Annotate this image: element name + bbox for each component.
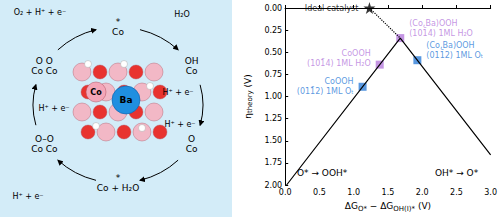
svg-text:O O: O O: [36, 56, 53, 66]
svg-text:OH* → O*: OH* → O*: [435, 168, 479, 178]
svg-text:2.00: 2.00: [264, 180, 283, 190]
svg-text:O: O: [188, 134, 195, 144]
svg-text:0.75: 0.75: [264, 70, 282, 79]
svg-text:Co: Co: [90, 88, 102, 97]
svg-text:1.50: 1.50: [264, 136, 282, 145]
svg-text:(011̄2) 1ML Oₜ: (011̄2) 1ML Oₜ: [297, 86, 354, 96]
svg-text:O₂ + H⁺ + e⁻: O₂ + H⁺ + e⁻: [14, 8, 66, 17]
svg-text:1.25: 1.25: [264, 114, 282, 123]
svg-text:η: η: [242, 113, 253, 119]
svg-text:OH: OH: [185, 56, 199, 66]
svg-text:3.0: 3.0: [484, 188, 497, 197]
svg-text:0.25: 0.25: [264, 26, 282, 35]
svg-text:Co Co: Co Co: [31, 144, 58, 154]
svg-text:1.0: 1.0: [347, 188, 360, 197]
svg-text:CoOOH: CoOOH: [342, 49, 371, 58]
svg-text:H⁺ + e⁻: H⁺ + e⁻: [38, 104, 69, 113]
svg-text:*: *: [116, 17, 121, 27]
svg-text:O–O: O–O: [35, 134, 54, 144]
svg-text:2.0: 2.0: [416, 188, 429, 197]
svg-text:CoOOH: CoOOH: [324, 77, 353, 86]
svg-text:Ba: Ba: [120, 95, 133, 105]
svg-text:1.5: 1.5: [382, 188, 395, 197]
svg-text:ΔG: ΔG: [345, 201, 358, 211]
svg-text:Co + H₂O: Co + H₂O: [97, 183, 140, 193]
svg-text:(101̄4) 1ML H₂O: (101̄4) 1ML H₂O: [307, 58, 371, 68]
svg-text:theory: theory: [246, 90, 254, 113]
svg-text:(Co,Ba)OOH: (Co,Ba)OOH: [409, 19, 457, 28]
svg-text:0.5: 0.5: [313, 188, 326, 197]
svg-text:0.50: 0.50: [264, 48, 282, 57]
svg-text:O*: O*: [357, 204, 367, 213]
svg-text:H⁺ + e⁻: H⁺ + e⁻: [162, 88, 193, 97]
svg-text:Co: Co: [186, 144, 198, 154]
svg-text:H₂O: H₂O: [174, 10, 190, 19]
svg-text:Co: Co: [112, 27, 124, 37]
svg-text:Ideal catalyst: Ideal catalyst: [305, 4, 359, 13]
svg-text:(101̄4) 1ML H₂O: (101̄4) 1ML H₂O: [409, 27, 473, 37]
svg-text:1.75: 1.75: [264, 158, 282, 167]
svg-text:(V): (V): [415, 201, 431, 211]
svg-text:(Co,Ba)OOH: (Co,Ba)OOH: [426, 41, 474, 50]
svg-text:Co: Co: [186, 66, 198, 76]
svg-text:1.00: 1.00: [264, 92, 282, 101]
svg-text:H⁺ + e⁻: H⁺ + e⁻: [164, 120, 195, 129]
svg-text:*: *: [116, 173, 121, 183]
svg-text:0.0: 0.0: [279, 188, 292, 197]
svg-text:O* → OOH*: O* → OOH*: [297, 168, 348, 178]
svg-text:H⁺ + e⁻: H⁺ + e⁻: [12, 192, 43, 201]
svg-text:− ΔG: − ΔG: [367, 201, 393, 211]
svg-text:0.00: 0.00: [264, 4, 282, 13]
svg-text:(011̄2) 1ML Oₜ: (011̄2) 1ML Oₜ: [426, 49, 483, 59]
svg-text:Co Co: Co Co: [31, 66, 58, 76]
svg-text:OH(I)*: OH(I)*: [393, 205, 415, 213]
svg-text:(V): (V): [243, 74, 253, 90]
svg-text:2.5: 2.5: [450, 188, 463, 197]
